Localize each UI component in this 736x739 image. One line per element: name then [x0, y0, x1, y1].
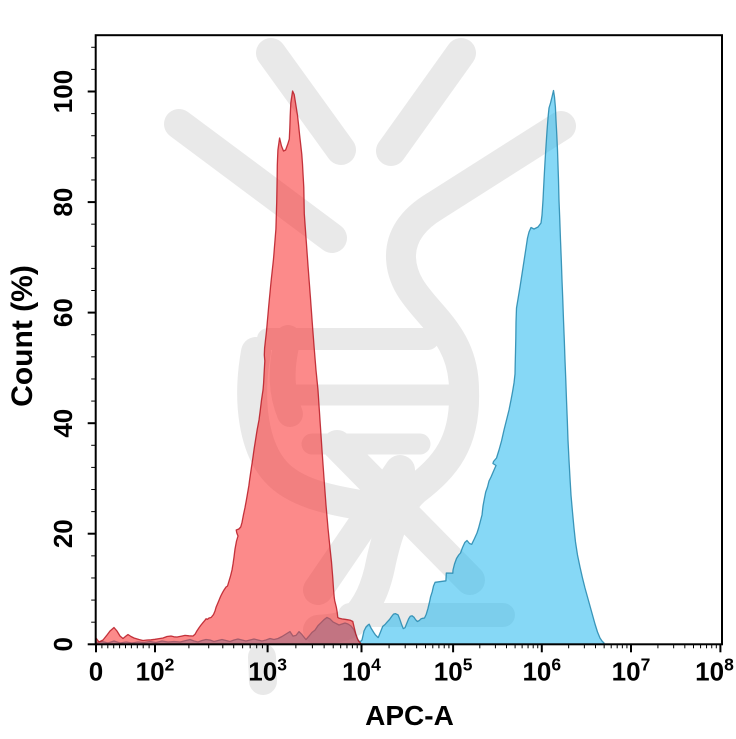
svg-text:APC-A: APC-A [365, 700, 454, 731]
svg-text:100: 100 [48, 70, 78, 113]
svg-text:0: 0 [89, 657, 103, 687]
svg-text:40: 40 [48, 409, 78, 438]
svg-text:Count (%): Count (%) [6, 265, 39, 407]
svg-text:0: 0 [48, 637, 78, 651]
svg-text:20: 20 [48, 519, 78, 548]
svg-text:80: 80 [48, 188, 78, 217]
svg-text:60: 60 [48, 298, 78, 327]
